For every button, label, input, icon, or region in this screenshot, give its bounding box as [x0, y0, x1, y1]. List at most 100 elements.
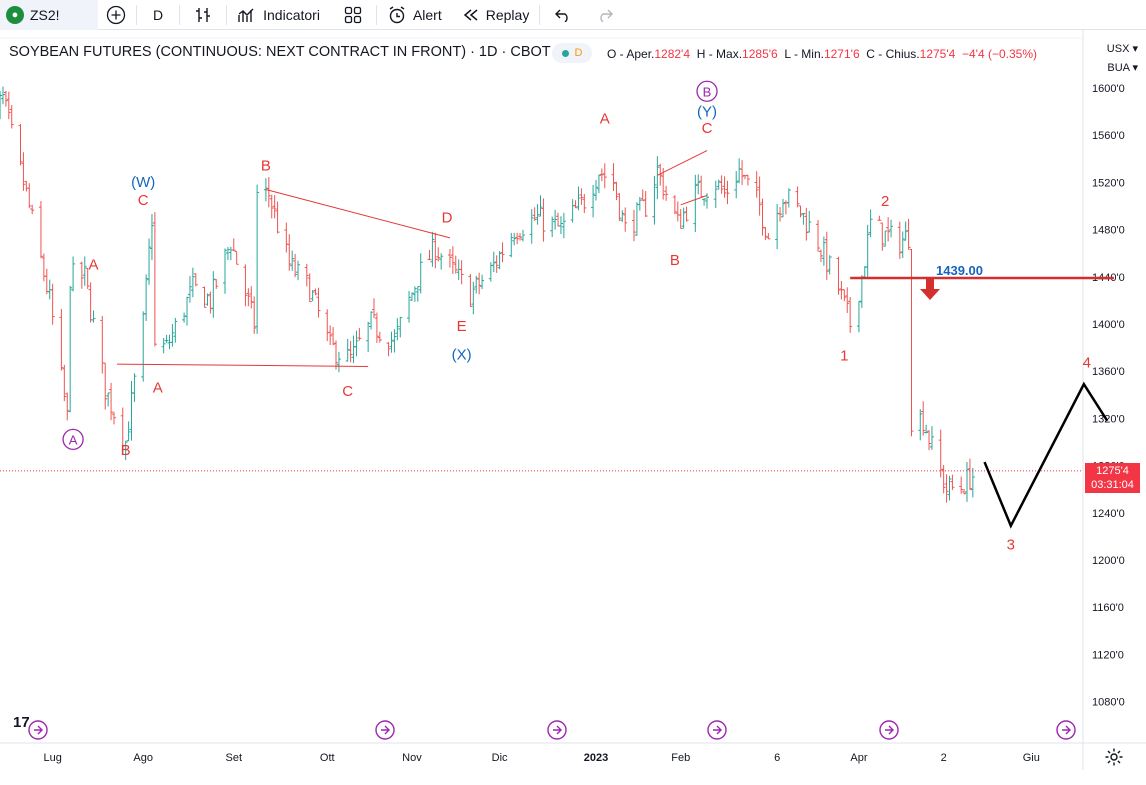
price-bar — [518, 233, 523, 241]
wave-label[interactable]: A — [153, 379, 163, 396]
price-bar — [275, 201, 280, 234]
price-bar — [880, 222, 885, 251]
event-marker-icon[interactable] — [28, 720, 48, 740]
layouts-button[interactable] — [330, 0, 376, 30]
open-value: 1282'4 — [654, 47, 691, 61]
price-bar — [369, 311, 374, 330]
interval-button[interactable]: D — [137, 0, 179, 30]
price-bar — [182, 312, 187, 323]
price-bar — [208, 291, 213, 314]
symbol-search-button[interactable]: ● ZS2! — [0, 0, 98, 30]
price-bar — [965, 461, 970, 502]
trendline[interactable] — [657, 150, 708, 176]
chart-legend-title[interactable]: SOYBEAN FUTURES (CONTINUOUS: NEXT CONTRA… — [9, 44, 551, 60]
price-bar — [149, 213, 154, 261]
wave-label[interactable]: C — [138, 192, 149, 209]
undo-button[interactable] — [540, 0, 584, 30]
chart-type-button[interactable] — [180, 0, 226, 30]
wave-label[interactable]: B — [261, 158, 271, 175]
price-bar — [535, 204, 540, 225]
last-price-label: 1275'4 03:31:04 — [1085, 462, 1140, 493]
wave-label[interactable]: B — [670, 252, 680, 269]
price-bar — [354, 330, 359, 357]
wave-label[interactable]: E — [457, 318, 467, 335]
wave-label[interactable]: B — [121, 442, 131, 459]
trendline[interactable] — [116, 363, 369, 367]
price-bar — [348, 340, 353, 363]
price-bar — [152, 212, 157, 347]
event-marker-icon[interactable] — [547, 720, 567, 740]
price-bar — [418, 253, 423, 294]
price-bar — [807, 210, 812, 233]
ohlc-values: O - Aper.1282'4 H - Max.1285'6 L - Min.1… — [607, 47, 1037, 61]
wave-label[interactable]: 1 — [840, 348, 848, 365]
price-bar — [366, 321, 371, 352]
event-marker-icon[interactable] — [1056, 720, 1076, 740]
x-tick-label: 2023 — [584, 752, 608, 764]
price-bar — [290, 250, 295, 271]
price-bar — [249, 286, 254, 309]
trendline[interactable] — [680, 194, 708, 206]
price-bar — [65, 392, 70, 421]
price-bar — [655, 156, 660, 200]
wave-label[interactable]: A — [69, 432, 78, 447]
symbol-logo-icon: ● — [6, 5, 24, 24]
event-marker-icon[interactable] — [375, 720, 395, 740]
compare-symbol-button[interactable] — [98, 0, 136, 30]
wave-label[interactable]: D — [442, 210, 453, 227]
price-bar — [345, 338, 350, 362]
price-bar — [582, 194, 587, 214]
price-bar — [331, 327, 336, 346]
price-bar — [18, 123, 23, 166]
unit-selector[interactable]: BUA ▾ — [1107, 62, 1138, 74]
price-bar — [693, 174, 698, 233]
price-bar — [591, 184, 596, 218]
wave-label[interactable]: 4 — [1083, 355, 1091, 372]
price-bar — [68, 285, 73, 413]
price-bar — [529, 209, 534, 244]
price-bar — [821, 236, 826, 266]
wave-label[interactable]: (X) — [452, 346, 472, 363]
market-status-pill[interactable]: D — [552, 43, 592, 63]
wave-label[interactable]: C — [702, 120, 713, 137]
price-bar — [190, 267, 195, 298]
price-bar — [392, 329, 397, 353]
wave-label[interactable]: 2 — [881, 193, 889, 210]
price-bar — [909, 248, 914, 437]
price-bar — [553, 209, 558, 230]
replay-button[interactable]: Replay — [452, 0, 540, 30]
redo-button[interactable] — [584, 0, 626, 30]
wave-label[interactable]: A — [600, 110, 610, 127]
close-value: 1275'4 — [919, 47, 956, 61]
projection-path[interactable] — [983, 381, 1109, 529]
price-bar — [661, 167, 666, 200]
price-bar — [82, 256, 87, 286]
price-bar — [123, 440, 128, 461]
wave-label[interactable]: (Y) — [697, 103, 717, 120]
alert-button[interactable]: Alert — [377, 0, 452, 30]
price-bar — [602, 163, 607, 189]
price-bar — [304, 263, 309, 287]
indicators-button[interactable]: Indicatori — [227, 0, 330, 30]
price-bar — [734, 171, 739, 199]
undo-icon — [555, 9, 568, 22]
wave-label[interactable]: 3 — [1007, 536, 1015, 553]
price-bar — [246, 288, 251, 307]
price-bar — [903, 221, 908, 241]
price-bar — [129, 381, 134, 441]
price-bar — [617, 192, 622, 222]
price-bar — [745, 174, 750, 186]
wave-label[interactable]: C — [342, 383, 353, 400]
price-bar — [538, 195, 543, 217]
event-marker-icon[interactable] — [879, 720, 899, 740]
event-marker-icon[interactable] — [707, 720, 727, 740]
price-bar — [716, 179, 721, 190]
wave-label[interactable]: A — [89, 257, 99, 274]
wave-label[interactable]: (W) — [131, 174, 155, 191]
settings-gear-icon[interactable] — [1104, 747, 1124, 767]
price-bar — [611, 163, 616, 192]
wave-label[interactable]: B — [703, 84, 712, 99]
currency-selector[interactable]: USX ▾ — [1106, 43, 1138, 55]
trendline[interactable] — [265, 188, 451, 239]
